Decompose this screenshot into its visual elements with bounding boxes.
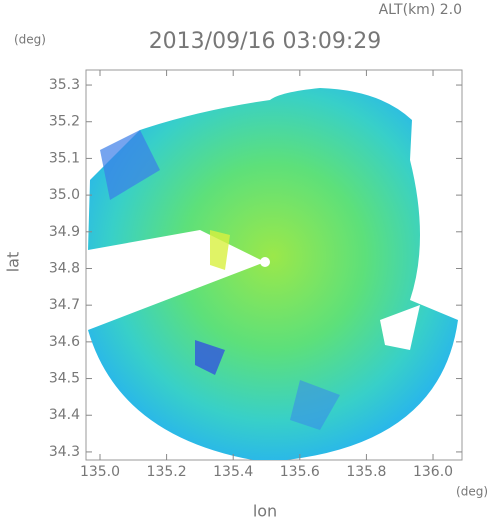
x-axis-label: lon <box>253 502 277 521</box>
y-tick-label: 34.5 <box>49 371 80 387</box>
x-tick-label: 135.0 <box>80 464 120 480</box>
y-tick-label: 35.2 <box>49 114 80 130</box>
y-tick-label: 35.3 <box>49 77 80 93</box>
x-tick-label: 136.0 <box>413 464 453 480</box>
x-tick-label: 135.4 <box>213 464 253 480</box>
y-tick-label: 34.9 <box>49 224 80 240</box>
x-tick-label: 135.2 <box>147 464 187 480</box>
y-tick-label: 34.8 <box>49 260 80 276</box>
x-unit: (deg) <box>456 485 488 499</box>
y-tick-label: 34.6 <box>49 334 80 350</box>
radar-echo <box>88 88 458 460</box>
x-tick-label: 135.6 <box>280 464 320 480</box>
y-tick-label: 35.0 <box>49 187 80 203</box>
y-tick-label: 35.1 <box>49 150 80 166</box>
chart-title: 2013/09/16 03:09:29 <box>149 29 382 54</box>
y-unit: (deg) <box>14 33 46 47</box>
y-tick-label: 34.7 <box>49 297 80 313</box>
altitude-label: ALT(km) 2.0 <box>379 2 462 18</box>
y-tick-label: 34.3 <box>49 444 80 460</box>
y-axis-label: lat <box>4 252 23 273</box>
y-tick-label: 34.4 <box>49 407 80 423</box>
x-tick-label: 135.8 <box>346 464 386 480</box>
